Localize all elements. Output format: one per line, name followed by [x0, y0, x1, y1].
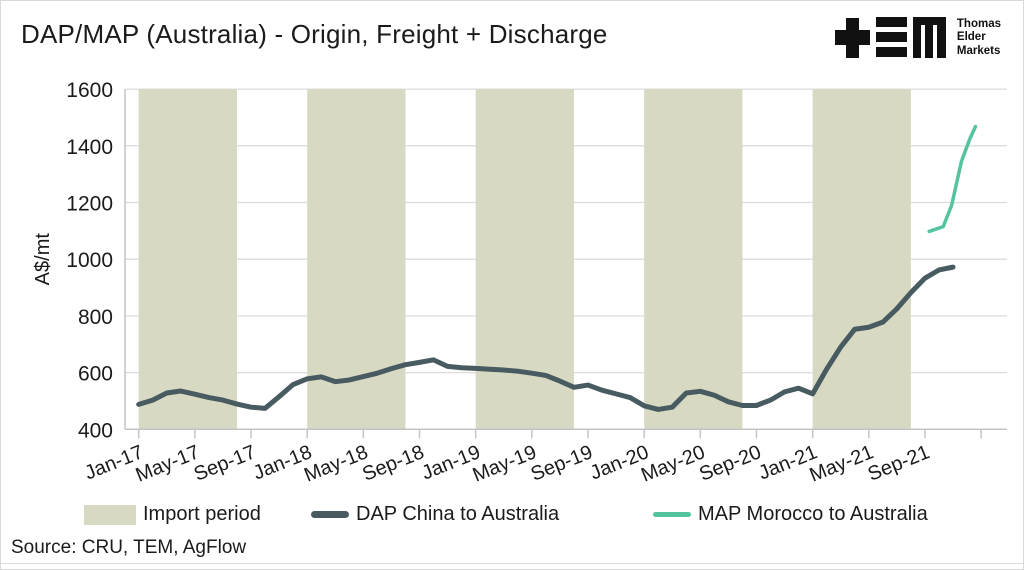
import-period-band [138, 89, 237, 430]
x-tick-label: Sep-20 [696, 441, 764, 486]
tem-logo-icon [834, 17, 946, 58]
x-tick-label: Sep-21 [865, 441, 933, 486]
tem-logo-text: Thomas Elder Markets [957, 18, 1001, 59]
y-tick-label: 1000 [66, 249, 113, 272]
legend: Import period DAP China to Australia MAP… [1, 503, 1023, 533]
import-period-swatch [84, 504, 136, 525]
source-note: Source: CRU, TEM, AgFlow [11, 537, 247, 558]
x-tick-label: Sep-19 [528, 441, 596, 486]
y-tick-label: 1600 [66, 79, 113, 102]
x-tick-label: Sep-18 [359, 441, 427, 486]
map-line-swatch [653, 512, 691, 517]
y-tick-label: 1400 [66, 136, 113, 159]
y-axis-title: A$/mt [32, 233, 54, 286]
import-period-band [307, 89, 406, 430]
logo-line-1: Thomas [956, 17, 1001, 30]
legend-item-dap: DAP China to Australia [311, 503, 559, 526]
y-tick-label: 1200 [66, 193, 113, 216]
map-morocco-line [927, 124, 978, 234]
y-tick-label: 800 [78, 306, 113, 329]
x-tick-label: Sep-17 [191, 441, 259, 486]
y-tick-label: 400 [78, 419, 113, 442]
price-chart: 4006008001000120014001600Jan-17May-17Sep… [32, 79, 1007, 487]
legend-item-map: MAP Morocco to Australia [653, 503, 928, 526]
legend-label-dap: DAP China to Australia [356, 503, 560, 525]
dap-line-swatch [311, 511, 349, 518]
dap-china-line [136, 264, 956, 412]
legend-label-import-period: Import period [143, 503, 261, 525]
import-period-band [644, 89, 743, 430]
legend-label-map: MAP Morocco to Australia [698, 503, 928, 525]
import-period-band [812, 89, 911, 430]
bottom-divider [1, 563, 1023, 564]
legend-item-import-period: Import period [84, 503, 261, 526]
y-tick-label: 600 [78, 363, 113, 386]
logo-line-3: Markets [956, 44, 1001, 57]
logo-line-2: Elder [956, 31, 986, 44]
chart-title: DAP/MAP (Australia) - Origin, Freight + … [21, 19, 608, 49]
tem-logo: Thomas Elder Markets [834, 16, 1001, 60]
